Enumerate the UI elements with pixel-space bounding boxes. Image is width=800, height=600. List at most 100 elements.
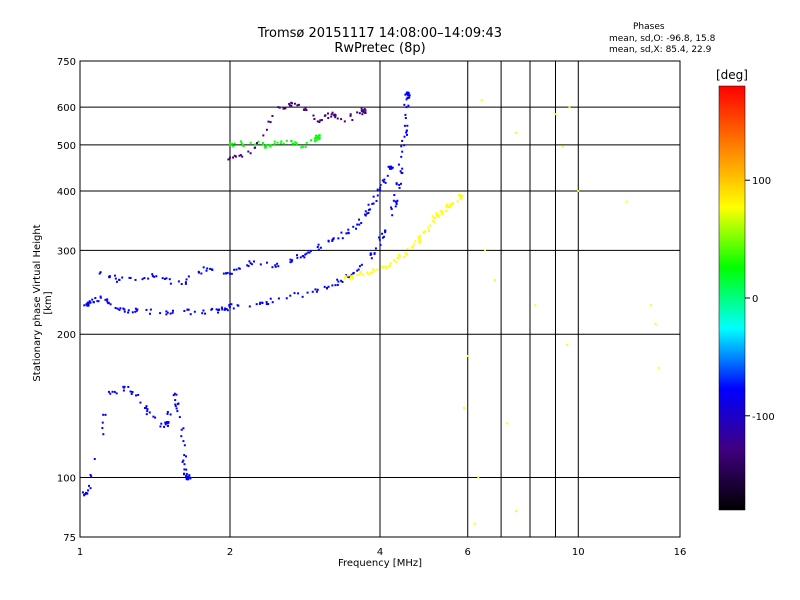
data-point: [405, 252, 408, 255]
series-scattered-noise: [463, 99, 660, 525]
data-point: [384, 181, 387, 184]
data-point: [174, 405, 177, 408]
data-point: [232, 156, 235, 159]
data-point: [383, 229, 386, 232]
data-point: [249, 152, 252, 155]
colorbar-tick-label: -100: [752, 412, 775, 423]
data-point: [97, 300, 100, 303]
data-point: [382, 235, 385, 238]
series-multi-hop-echoes: [228, 134, 321, 149]
y-axis-label: Stationary phase Virtual Height [km]: [32, 224, 54, 382]
data-point: [360, 263, 363, 266]
data-point: [296, 256, 299, 259]
data-point: [657, 366, 660, 369]
data-point: [101, 427, 104, 430]
data-point: [427, 229, 430, 232]
data-point: [427, 226, 430, 229]
data-point: [271, 114, 274, 117]
data-point: [187, 308, 190, 311]
data-point: [358, 218, 361, 221]
data-points: [81, 91, 660, 525]
data-point: [431, 219, 434, 222]
data-point: [344, 276, 347, 279]
data-point: [224, 307, 227, 310]
data-point: [188, 474, 191, 477]
x-tick-label: 1: [77, 547, 83, 558]
series-f2-spread-echoes: [98, 165, 394, 286]
data-point: [180, 283, 183, 286]
data-point: [267, 303, 270, 306]
data-point: [381, 236, 384, 239]
data-point: [193, 310, 196, 313]
data-point: [345, 232, 348, 235]
data-point: [153, 275, 156, 278]
data-point: [340, 279, 343, 282]
data-point: [242, 145, 245, 148]
data-point: [175, 393, 178, 396]
phases-heading: Phases: [633, 22, 665, 32]
data-point: [405, 131, 408, 134]
data-point: [381, 265, 384, 268]
data-point: [351, 277, 354, 280]
data-point: [477, 476, 480, 479]
data-point: [180, 435, 183, 438]
data-point: [401, 172, 404, 175]
data-point: [285, 139, 288, 142]
data-point: [226, 271, 229, 274]
data-point: [238, 154, 241, 157]
data-point: [240, 142, 243, 145]
data-point: [299, 256, 302, 259]
data-point: [99, 296, 102, 299]
data-point: [337, 237, 340, 240]
data-point: [123, 385, 126, 388]
data-point: [347, 232, 350, 235]
data-point: [106, 298, 109, 301]
data-point: [104, 298, 107, 301]
data-point: [282, 142, 285, 145]
grid: [79, 60, 681, 538]
data-point: [234, 155, 237, 158]
data-point: [271, 266, 274, 269]
data-point: [229, 272, 232, 275]
data-point: [364, 109, 367, 112]
data-point: [250, 263, 253, 266]
data-point: [330, 115, 333, 118]
data-point: [306, 291, 309, 294]
data-point: [274, 265, 277, 268]
data-point: [174, 399, 177, 402]
data-point: [217, 311, 220, 314]
data-point: [317, 243, 320, 246]
data-point: [445, 206, 448, 209]
data-point: [171, 311, 174, 314]
data-point: [371, 202, 374, 205]
data-point: [327, 112, 330, 115]
data-point: [279, 142, 282, 145]
data-point: [159, 425, 162, 428]
data-point: [265, 128, 268, 131]
data-point: [289, 294, 292, 297]
data-point: [370, 257, 373, 260]
data-point: [355, 227, 358, 230]
data-point: [288, 104, 291, 107]
data-point: [149, 308, 152, 311]
data-point: [166, 412, 169, 415]
data-point: [341, 280, 344, 283]
plot-frame: [79, 60, 681, 538]
data-point: [177, 402, 180, 405]
data-point: [127, 385, 130, 388]
data-point: [379, 186, 382, 189]
data-point: [176, 410, 179, 413]
data-point: [284, 107, 287, 110]
data-point: [253, 146, 256, 149]
data-point: [412, 243, 415, 246]
data-point: [229, 156, 231, 159]
data-point: [131, 391, 134, 394]
data-point: [262, 143, 265, 146]
y-tick-label: 500: [57, 141, 76, 152]
data-point: [358, 223, 361, 226]
data-point: [101, 421, 104, 424]
data-point: [248, 305, 251, 308]
data-point: [187, 476, 190, 479]
data-point: [347, 276, 350, 279]
data-point: [206, 267, 209, 270]
